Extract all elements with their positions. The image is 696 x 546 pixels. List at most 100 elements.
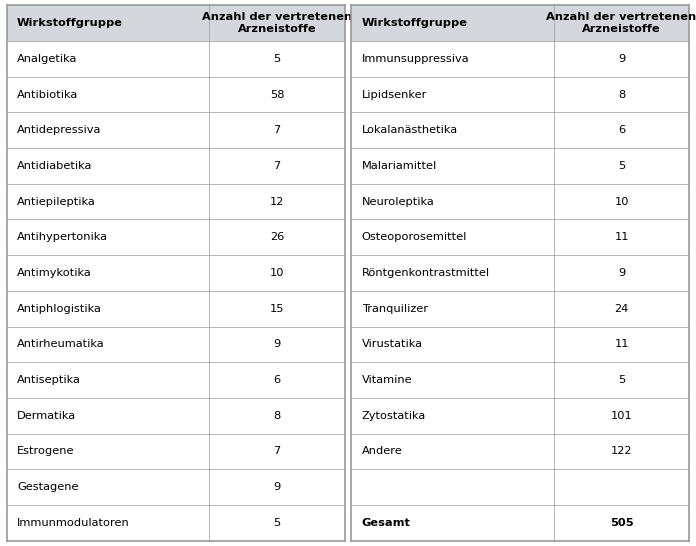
Bar xyxy=(209,327,345,362)
Bar xyxy=(7,505,209,541)
Bar xyxy=(209,112,345,148)
Text: 9: 9 xyxy=(274,482,280,492)
Bar xyxy=(7,434,209,469)
Bar xyxy=(209,255,345,291)
Text: Antirheumatika: Antirheumatika xyxy=(17,340,104,349)
Bar xyxy=(7,77,209,112)
Text: 24: 24 xyxy=(615,304,628,313)
Text: 10: 10 xyxy=(270,268,284,278)
Bar xyxy=(351,219,554,255)
Bar xyxy=(209,398,345,434)
Text: Wirkstoffgruppe: Wirkstoffgruppe xyxy=(362,19,468,28)
Text: 101: 101 xyxy=(610,411,633,420)
Bar xyxy=(554,77,689,112)
Bar xyxy=(209,362,345,398)
Text: 7: 7 xyxy=(274,447,280,456)
Text: Tranquilizer: Tranquilizer xyxy=(362,304,428,313)
Text: Antidiabetika: Antidiabetika xyxy=(17,161,93,171)
Bar xyxy=(209,291,345,327)
Bar xyxy=(351,434,554,469)
Text: 26: 26 xyxy=(270,233,284,242)
Bar xyxy=(351,112,554,148)
Text: 9: 9 xyxy=(618,54,625,64)
Text: 7: 7 xyxy=(274,161,280,171)
Bar xyxy=(209,184,345,219)
Bar xyxy=(554,219,689,255)
Text: 8: 8 xyxy=(274,411,280,420)
Text: 122: 122 xyxy=(611,447,632,456)
Bar xyxy=(7,112,209,148)
Bar xyxy=(351,327,554,362)
Bar xyxy=(7,469,209,505)
Bar xyxy=(209,5,345,41)
Bar xyxy=(351,5,554,41)
Text: Lipidsenker: Lipidsenker xyxy=(362,90,427,99)
Bar xyxy=(351,255,554,291)
Bar xyxy=(351,77,554,112)
Bar xyxy=(7,255,209,291)
Text: Antiphlogistika: Antiphlogistika xyxy=(17,304,102,313)
Text: Antiseptika: Antiseptika xyxy=(17,375,81,385)
Text: Röntgenkontrastmittel: Röntgenkontrastmittel xyxy=(362,268,490,278)
Text: Lokalanästhetika: Lokalanästhetika xyxy=(362,126,458,135)
Text: 9: 9 xyxy=(274,340,280,349)
Text: Antibiotika: Antibiotika xyxy=(17,90,79,99)
Text: Osteoporosemittel: Osteoporosemittel xyxy=(362,233,467,242)
Bar xyxy=(351,41,554,77)
Bar xyxy=(554,41,689,77)
Text: 10: 10 xyxy=(615,197,628,206)
Text: 6: 6 xyxy=(274,375,280,385)
Text: Virustatika: Virustatika xyxy=(362,340,422,349)
Text: Andere: Andere xyxy=(362,447,402,456)
Bar xyxy=(209,148,345,184)
Bar xyxy=(209,434,345,469)
Text: Zytostatika: Zytostatika xyxy=(362,411,426,420)
Bar xyxy=(554,184,689,219)
Bar xyxy=(209,77,345,112)
Bar xyxy=(7,148,209,184)
Text: 11: 11 xyxy=(615,340,628,349)
Bar xyxy=(554,469,689,505)
Bar xyxy=(554,5,689,41)
Text: Antihypertonika: Antihypertonika xyxy=(17,233,108,242)
Text: 5: 5 xyxy=(618,375,625,385)
Text: Malariamittel: Malariamittel xyxy=(362,161,437,171)
Text: 5: 5 xyxy=(618,161,625,171)
Bar xyxy=(209,219,345,255)
Bar xyxy=(7,219,209,255)
Text: Dermatika: Dermatika xyxy=(17,411,76,420)
Text: Antiepileptika: Antiepileptika xyxy=(17,197,96,206)
Text: Gesamt: Gesamt xyxy=(362,518,411,527)
Bar xyxy=(554,291,689,327)
Text: Antimykotika: Antimykotika xyxy=(17,268,92,278)
Text: 8: 8 xyxy=(618,90,625,99)
Bar xyxy=(209,41,345,77)
Bar xyxy=(554,112,689,148)
Text: Estrogene: Estrogene xyxy=(17,447,74,456)
Bar xyxy=(351,184,554,219)
Bar xyxy=(351,362,554,398)
Bar xyxy=(7,398,209,434)
Bar xyxy=(351,505,554,541)
Text: 12: 12 xyxy=(270,197,284,206)
Bar xyxy=(7,184,209,219)
Bar xyxy=(351,469,554,505)
Text: Immunmodulatoren: Immunmodulatoren xyxy=(17,518,130,527)
Text: 5: 5 xyxy=(274,54,280,64)
Text: Immunsuppressiva: Immunsuppressiva xyxy=(362,54,469,64)
Text: 505: 505 xyxy=(610,518,633,527)
Text: Gestagene: Gestagene xyxy=(17,482,79,492)
Text: 7: 7 xyxy=(274,126,280,135)
Bar xyxy=(7,362,209,398)
Text: Vitamine: Vitamine xyxy=(362,375,412,385)
Text: 58: 58 xyxy=(270,90,284,99)
Text: 15: 15 xyxy=(270,304,284,313)
Bar xyxy=(554,255,689,291)
Text: Anzahl der vertretenen
Arzneistoffe: Anzahl der vertretenen Arzneistoffe xyxy=(546,13,696,34)
Bar xyxy=(7,5,209,41)
Bar xyxy=(209,469,345,505)
Text: 11: 11 xyxy=(615,233,628,242)
Bar xyxy=(554,362,689,398)
Bar xyxy=(7,41,209,77)
Bar xyxy=(7,291,209,327)
